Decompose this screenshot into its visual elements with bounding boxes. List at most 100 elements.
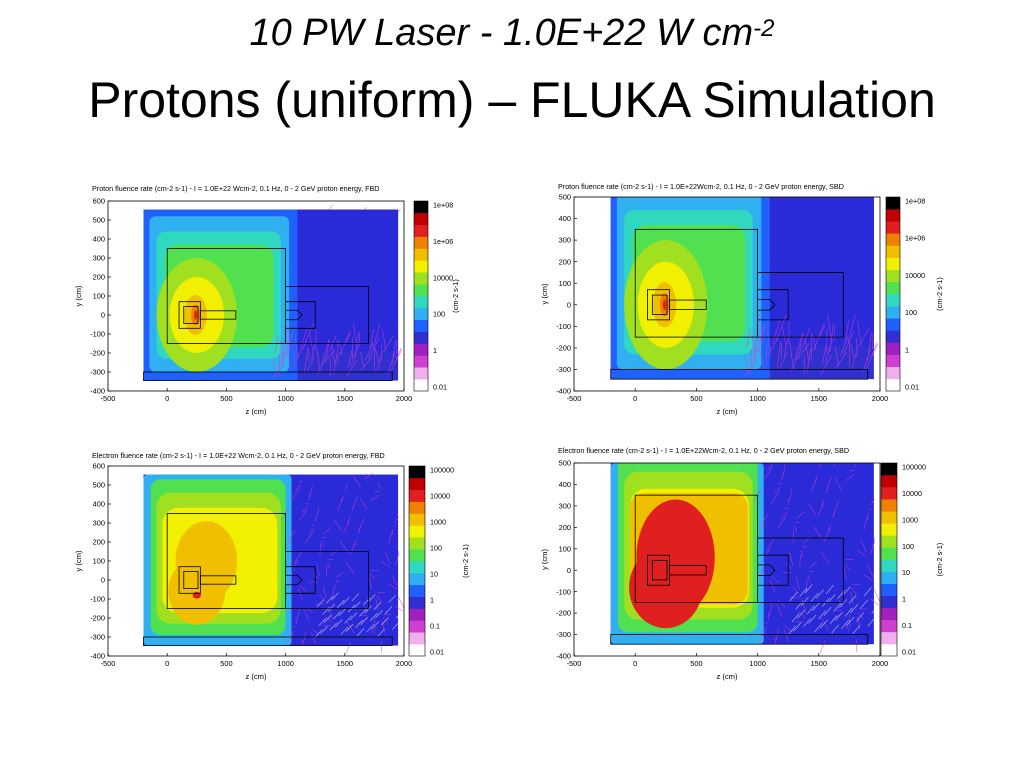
y-tick-label: 0 (567, 300, 571, 309)
colorbar-tick-label: 10000 (433, 273, 453, 282)
side-room-outline (285, 551, 369, 609)
x-tick-label: 1500 (337, 659, 353, 668)
colorbar (408, 465, 426, 657)
colorbar-tick-label: 1e+06 (905, 234, 925, 243)
colorbar-swatch (881, 535, 897, 548)
beam-nozzle (285, 574, 303, 586)
y-tick-label: 300 (93, 519, 105, 528)
beam-line-outline (199, 575, 237, 585)
colorbar-tick-label: 100000 (902, 463, 926, 472)
y-tick-label: 200 (559, 523, 571, 532)
scatter-tracks (281, 472, 404, 654)
colorbar-swatch (414, 201, 428, 214)
x-tick-label: 1000 (749, 394, 765, 403)
x-axis-label: z (cm) (245, 672, 267, 681)
geometry-outlines (143, 513, 393, 646)
y-tick-label: 100 (559, 279, 571, 288)
room-outline (166, 513, 286, 609)
beam-nozzle (285, 309, 303, 321)
x-tick-label: 500 (690, 394, 702, 403)
y-axis-label: y (cm) (74, 285, 83, 307)
x-tick-label: -500 (101, 659, 116, 668)
colorbar-tick-label: 0.01 (433, 383, 447, 392)
x-tick-label: 1000 (749, 659, 765, 668)
y-tick-label: -300 (90, 633, 105, 642)
field-red-lower (629, 546, 703, 629)
colorbar-tick-label: 10000 (905, 271, 925, 280)
colorbar-swatch (414, 331, 428, 344)
y-tick-label: -200 (556, 343, 571, 352)
scatter-tracks (272, 322, 403, 378)
y-axis-label: y (cm) (540, 548, 549, 570)
geometry-outlines (610, 228, 869, 380)
x-tick-label: 2000 (396, 394, 412, 403)
beam-line-outline (199, 310, 237, 320)
colorbar-swatch (886, 197, 900, 210)
y-tick-label: -200 (90, 349, 105, 358)
x-tick-label: 2000 (872, 659, 888, 668)
x-tick-label: 500 (220, 394, 232, 403)
title-main-text: 10 PW Laser - 1.0E+22 W cm (249, 12, 754, 54)
y-tick-label: 200 (93, 273, 105, 282)
floor-outline (143, 636, 393, 646)
colorbar-swatch (886, 269, 900, 283)
colorbar-frame (885, 196, 901, 392)
colorbar-swatch (886, 209, 900, 222)
x-tick-label: 0 (633, 659, 637, 668)
x-tick-label: 0 (165, 659, 169, 668)
colorbar-swatch (881, 631, 897, 645)
colorbar-tick-label: 10 (430, 570, 438, 579)
colorbar-swatch (881, 571, 897, 584)
colorbar-tick-label: 0.01 (902, 648, 916, 657)
colorbar-tick-label: 10000 (430, 492, 450, 501)
y-tick-label: -300 (90, 368, 105, 377)
colorbar-swatch (414, 355, 428, 368)
colorbar-swatch (409, 477, 425, 491)
x-tick-label: 1500 (337, 394, 353, 403)
y-tick-label: -400 (556, 387, 571, 396)
y-tick-label: 400 (93, 235, 105, 244)
y-tick-label: 100 (93, 557, 105, 566)
colorbar-swatch (881, 523, 897, 536)
y-tick-label: 400 (93, 500, 105, 509)
colorbar-swatch (886, 318, 900, 331)
y-tick-label: 0 (101, 311, 105, 320)
x-tick-label: 2000 (396, 659, 412, 668)
slide-title-line2: Protons (uniform) – FLUKA Simulation (88, 72, 936, 128)
colorbar-tick-label: 0.1 (430, 622, 440, 631)
colorbar-swatch (886, 366, 900, 380)
x-tick-label: 1000 (277, 659, 293, 668)
y-tick-label: 500 (93, 216, 105, 225)
colorbar-swatch (886, 378, 900, 392)
y-tick-label: -100 (90, 330, 105, 339)
y-tick-label: -200 (90, 614, 105, 623)
colorbar-swatch (414, 296, 428, 309)
x-axis-label: z (cm) (716, 407, 738, 416)
y-tick-label: 600 (93, 462, 105, 471)
scatter-tracks (744, 313, 879, 377)
y-tick-label: 400 (559, 214, 571, 223)
colorbar-tick-label: 10 (902, 568, 910, 577)
x-tick-label: 1500 (811, 659, 827, 668)
y-tick-label: -100 (556, 322, 571, 331)
floor-outline (143, 371, 393, 381)
y-tick-label: 100 (93, 292, 105, 301)
colorbar-swatch (886, 294, 900, 307)
geometry-outlines (143, 248, 393, 381)
colorbar (880, 462, 898, 657)
colorbar-swatch (414, 284, 428, 297)
y-tick-label: -100 (556, 587, 571, 596)
colorbar-tick-label: 1 (433, 346, 437, 355)
colorbar-swatch (409, 608, 425, 621)
colorbar-swatch (409, 632, 425, 645)
heatmap-area (574, 463, 880, 656)
beam-pipe-box (285, 301, 316, 329)
electron-sbd-plot: Electron fluence rate (cm-2 s-1) - I = 1… (537, 442, 967, 692)
colorbar-swatch (414, 307, 428, 321)
field-red-core (194, 310, 198, 320)
colorbar-swatch (409, 596, 425, 609)
colorbar-swatch (881, 583, 897, 596)
colorbar-swatch (881, 595, 897, 609)
colorbar (413, 200, 429, 392)
proton-fbd-plot: Proton fluence rate (cm-2 s-1) - I = 1.0… (72, 180, 472, 420)
